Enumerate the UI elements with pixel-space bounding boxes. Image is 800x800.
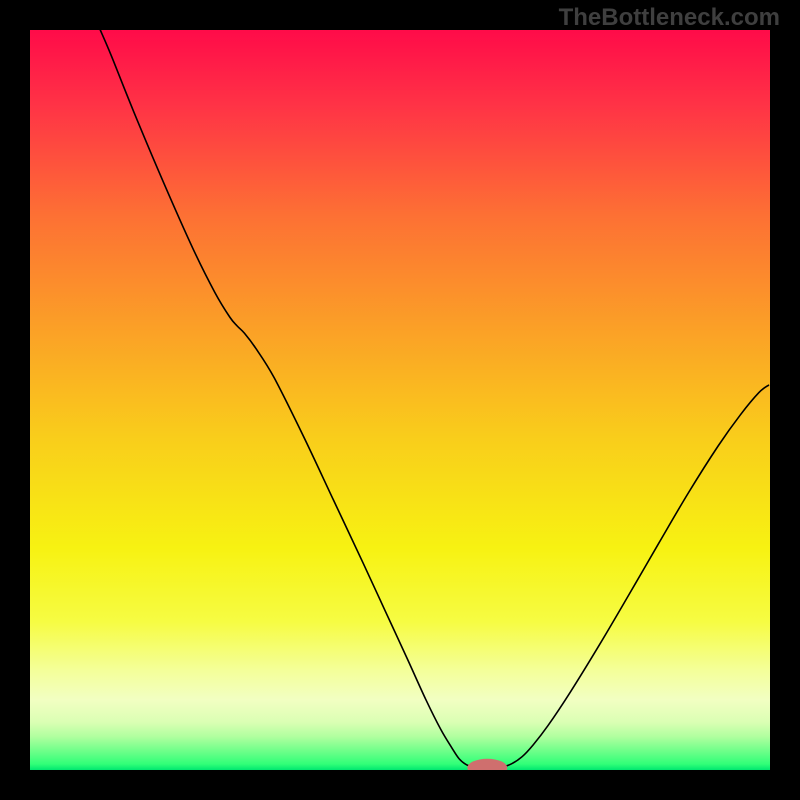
- gradient-background: [30, 30, 770, 770]
- plot-svg: [30, 30, 770, 770]
- plot-area: [30, 30, 770, 770]
- chart-frame: TheBottleneck.com: [0, 0, 800, 800]
- watermark-text: TheBottleneck.com: [559, 4, 780, 32]
